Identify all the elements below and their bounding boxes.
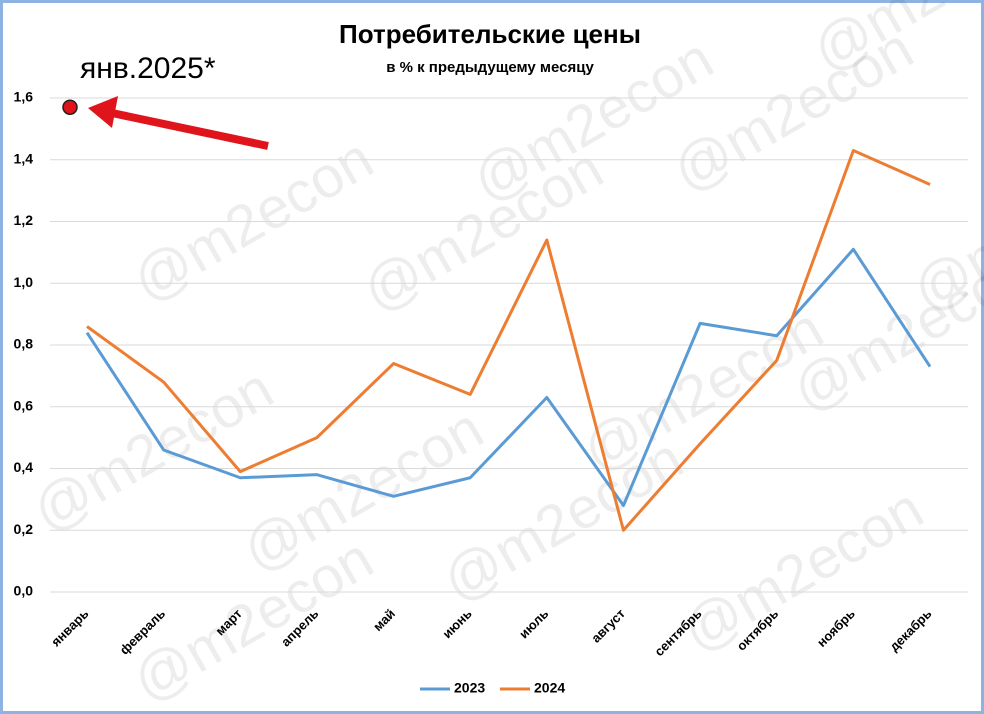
y-tick-label: 0,4 <box>14 459 34 475</box>
annotation-label: янв.2025* <box>80 52 216 85</box>
y-tick-label: 0,0 <box>14 583 34 599</box>
y-tick-label: 1,4 <box>14 150 34 166</box>
annotation-point <box>62 99 78 116</box>
y-tick-label: 0,2 <box>14 521 34 537</box>
legend-label: 2024 <box>534 680 565 696</box>
annotation-arrowhead <box>88 96 118 128</box>
legend-label: 2023 <box>454 680 485 696</box>
y-tick-label: 1,6 <box>14 89 34 105</box>
y-tick-label: 1,0 <box>14 274 34 290</box>
annotation-arrow <box>111 109 269 150</box>
chart-subtitle: в % к предыдущему месяцу <box>386 59 594 76</box>
series-line <box>86 148 931 532</box>
y-tick-label: 0,8 <box>14 336 34 352</box>
chart-title: Потребительские цены <box>339 19 641 49</box>
y-tick-label: 1,2 <box>14 212 34 228</box>
y-tick-label: 0,6 <box>14 397 34 413</box>
